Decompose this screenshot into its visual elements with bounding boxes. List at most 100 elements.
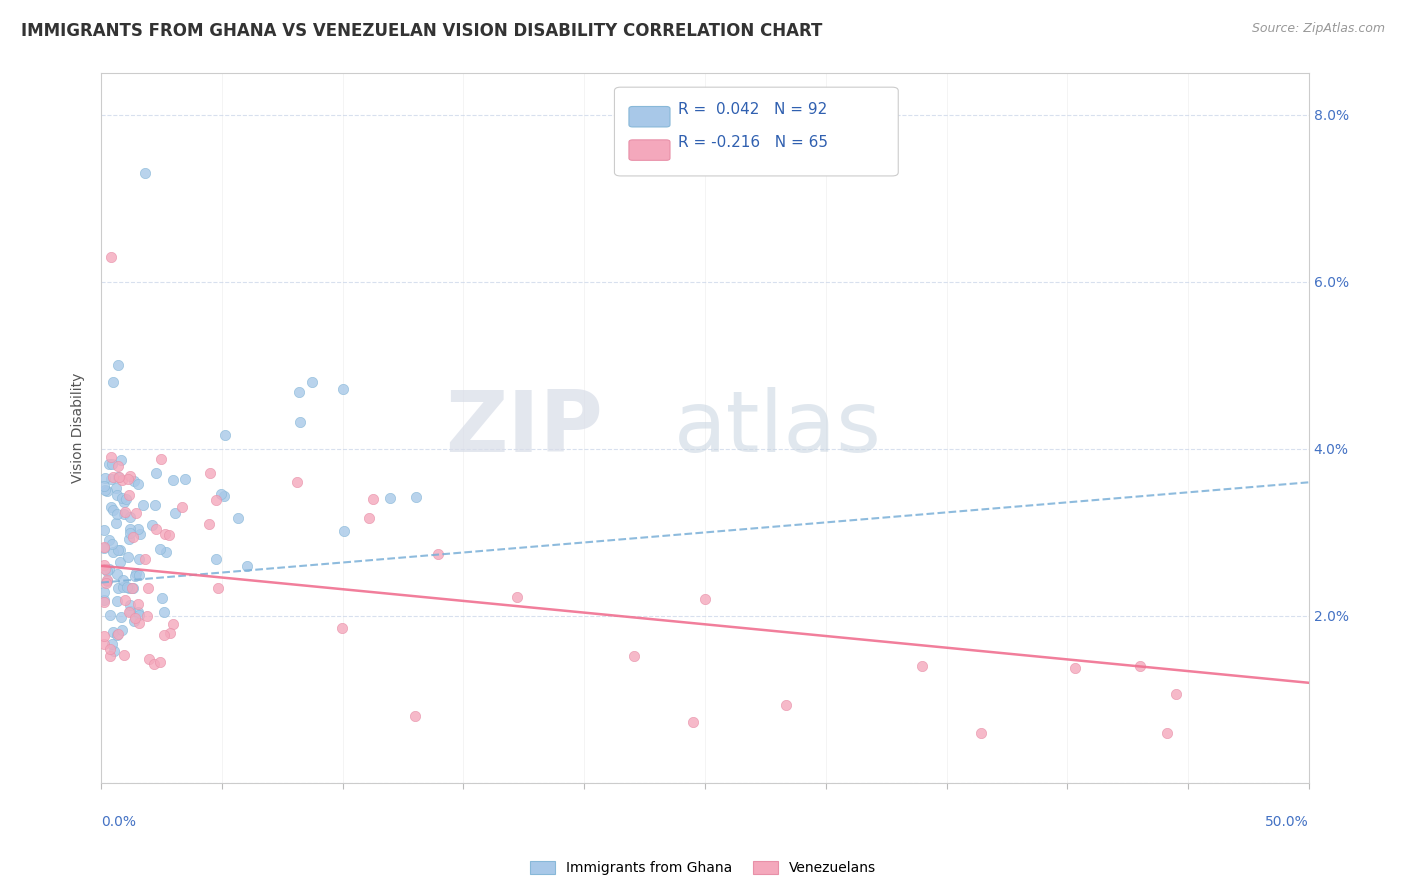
Point (124, 611, 146, 625)
Point (103, 624, 125, 639)
Point (361, 491, 384, 506)
Point (121, 581, 143, 595)
Point (205, 492, 228, 507)
Point (162, 617, 184, 632)
Point (128, 551, 150, 566)
Point (107, 543, 129, 558)
Point (93, 479, 115, 493)
Point (105, 594, 128, 608)
Point (94, 561, 117, 575)
Point (132, 498, 155, 512)
Point (134, 166, 156, 180)
Point (112, 495, 135, 509)
Point (198, 517, 221, 532)
Point (332, 382, 354, 396)
Point (100, 450, 122, 464)
FancyBboxPatch shape (628, 140, 671, 161)
Point (198, 466, 221, 480)
Point (118, 581, 141, 595)
Point (117, 532, 139, 546)
Point (98, 642, 121, 657)
Point (93, 585, 115, 599)
Point (165, 506, 187, 520)
Point (143, 498, 166, 512)
Point (149, 656, 172, 670)
Point (157, 528, 180, 542)
Point (105, 488, 128, 502)
Point (103, 502, 125, 516)
Text: atlas: atlas (673, 386, 882, 469)
Point (153, 628, 176, 642)
Text: 50.0%: 50.0% (1265, 815, 1309, 829)
Point (226, 511, 249, 525)
Point (118, 469, 141, 483)
Point (112, 573, 135, 587)
Point (129, 526, 152, 541)
Point (682, 714, 704, 729)
Point (93, 523, 115, 537)
Point (101, 545, 124, 559)
Point (623, 648, 645, 663)
Point (404, 709, 426, 723)
Point (97, 458, 120, 472)
Text: Source: ZipAtlas.com: Source: ZipAtlas.com (1251, 22, 1385, 36)
Point (505, 590, 527, 604)
Point (124, 569, 146, 583)
Point (136, 608, 159, 623)
Point (107, 626, 129, 640)
Y-axis label: Vision Disability: Vision Disability (72, 373, 86, 483)
Point (970, 726, 993, 740)
Point (214, 428, 236, 442)
Point (128, 568, 150, 582)
Point (96, 564, 118, 578)
Point (1129, 659, 1152, 673)
Point (100, 250, 122, 264)
Point (93, 629, 115, 643)
Point (148, 541, 170, 556)
Text: 0.0%: 0.0% (101, 815, 136, 829)
Point (105, 566, 128, 581)
Point (93, 593, 115, 607)
Point (103, 644, 125, 658)
Point (115, 580, 138, 594)
Point (378, 491, 401, 505)
Point (120, 598, 142, 612)
Point (112, 648, 135, 663)
Point (122, 615, 145, 629)
Point (1164, 687, 1187, 701)
Point (290, 415, 312, 429)
Point (93, 558, 115, 573)
Point (153, 527, 176, 541)
Point (1156, 726, 1178, 740)
Point (172, 500, 194, 514)
Point (96, 574, 118, 589)
Point (127, 477, 149, 491)
Point (150, 591, 173, 605)
Point (96, 574, 118, 588)
FancyBboxPatch shape (614, 87, 898, 176)
Point (212, 489, 235, 503)
Point (159, 626, 181, 640)
Point (94, 575, 117, 590)
Point (114, 506, 136, 520)
Point (145, 466, 167, 480)
Point (118, 509, 141, 524)
Point (98, 648, 121, 663)
Point (114, 592, 136, 607)
Point (134, 552, 156, 566)
Point (426, 547, 449, 561)
Point (124, 474, 146, 488)
Point (107, 470, 129, 484)
Point (97, 533, 120, 548)
Point (105, 628, 128, 642)
Point (103, 375, 125, 389)
Point (93, 595, 115, 609)
Point (287, 475, 309, 489)
Point (153, 606, 176, 620)
Text: ZIP: ZIP (444, 386, 602, 469)
Point (104, 516, 127, 530)
Point (122, 581, 145, 595)
Point (209, 487, 232, 501)
Point (117, 472, 139, 486)
Point (117, 488, 139, 502)
